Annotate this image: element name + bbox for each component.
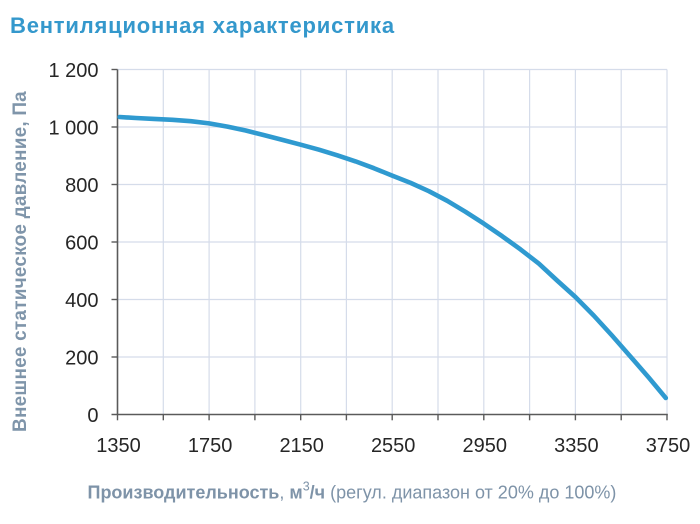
svg-text:1 200: 1 200 [48, 60, 98, 82]
svg-text:2150: 2150 [279, 435, 324, 457]
svg-text:800: 800 [65, 175, 98, 197]
svg-text:200: 200 [65, 348, 98, 370]
svg-text:0: 0 [87, 405, 98, 427]
svg-text:3350: 3350 [554, 435, 599, 457]
svg-text:Внешнее статическое давление,: Внешнее статическое давление, Па [10, 91, 31, 432]
svg-text:1 000: 1 000 [48, 118, 98, 140]
svg-text:600: 600 [65, 233, 98, 255]
svg-text:2950: 2950 [463, 435, 508, 457]
svg-text:Вентиляционная характеристика: Вентиляционная характеристика [10, 13, 395, 38]
svg-text:400: 400 [65, 290, 98, 312]
svg-text:2550: 2550 [371, 435, 416, 457]
svg-text:3750: 3750 [646, 435, 691, 457]
svg-text:1750: 1750 [188, 435, 233, 457]
svg-text:1350: 1350 [96, 435, 141, 457]
svg-text:Производительность, м3/ч (регу: Производительность, м3/ч (регул. диапазо… [88, 480, 617, 503]
